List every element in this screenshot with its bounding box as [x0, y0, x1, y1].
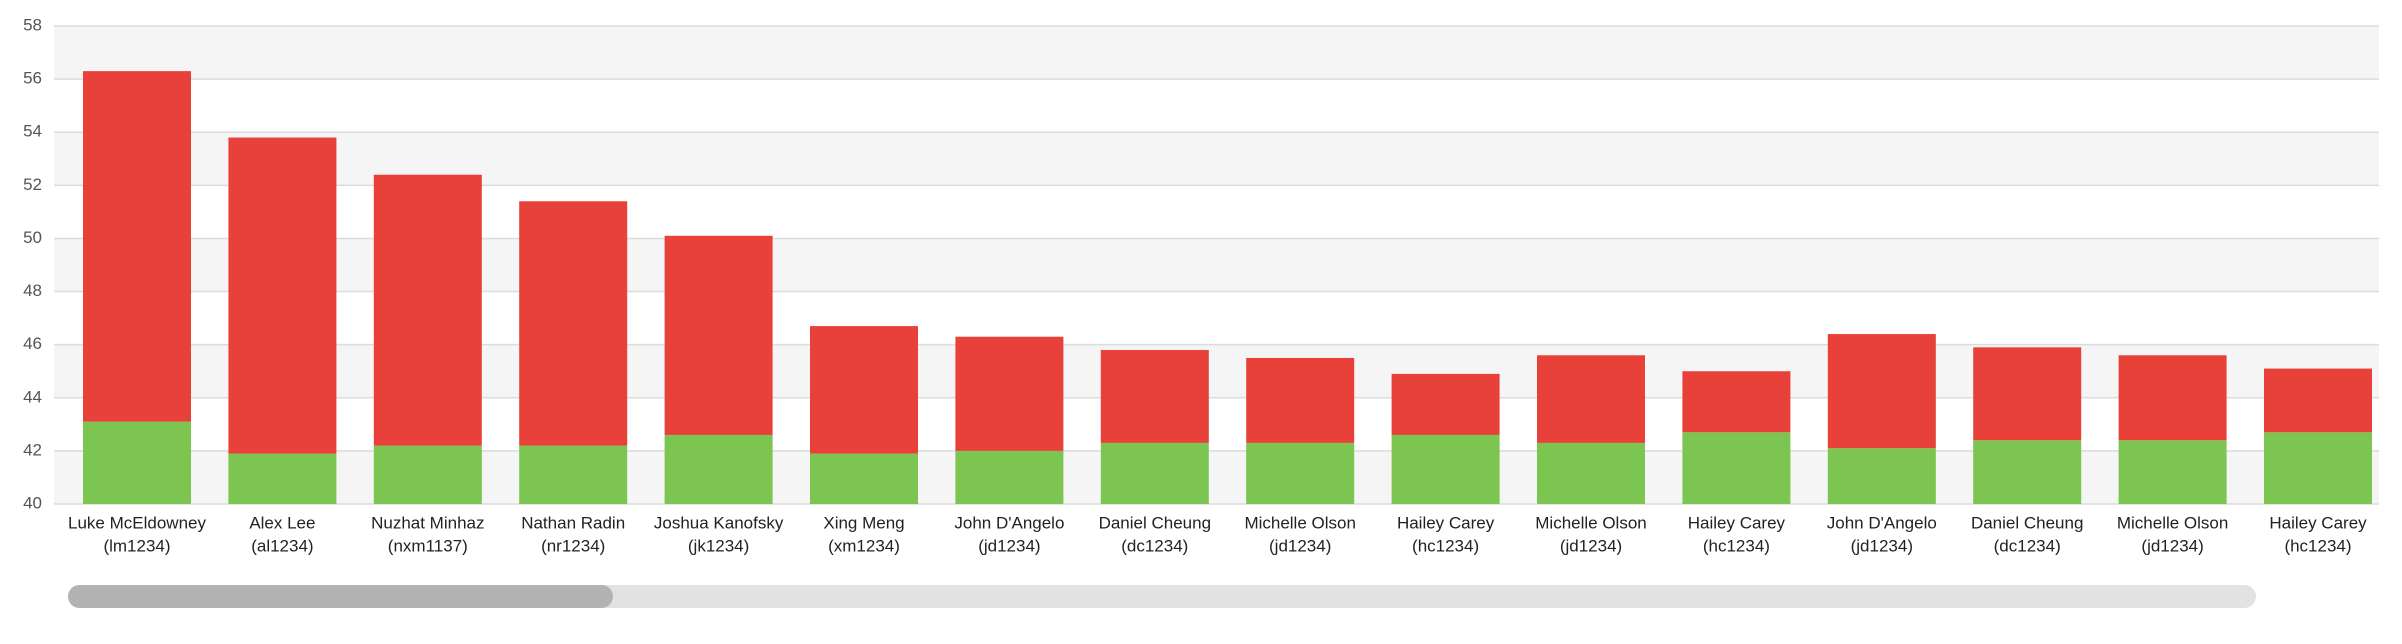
bar-segment [83, 71, 191, 422]
x-tick-label: (dc1234) [1994, 536, 2061, 555]
grid-band [54, 26, 2379, 80]
bar-segment [1391, 434, 1500, 504]
x-tick-label: Alex Lee [249, 513, 315, 532]
bar-segment [2118, 355, 2227, 441]
bar-segment [1100, 442, 1209, 504]
x-tick-label: Daniel Cheung [1971, 513, 2083, 532]
bar-segment [1827, 334, 1936, 449]
y-tick-label: 44 [23, 387, 42, 406]
x-tick-label: Michelle Olson [2117, 513, 2229, 532]
bar-segment [519, 201, 628, 446]
bar-segment [2264, 368, 2372, 433]
bar-segment [664, 235, 773, 435]
x-tick-label: (jd1234) [1269, 536, 1331, 555]
x-tick-label: (nr1234) [541, 536, 605, 555]
y-tick-label: 48 [23, 281, 42, 300]
x-tick-label: Michelle Olson [1535, 513, 1647, 532]
bar-segment [1682, 371, 1791, 433]
bar-segment [1391, 373, 1500, 435]
x-tick-label: (jk1234) [688, 536, 749, 555]
bar-segment [955, 336, 1064, 451]
bar-segment [1246, 442, 1355, 504]
y-tick-label: 52 [23, 175, 42, 194]
bar-segment [228, 453, 337, 504]
x-tick-label: John D'Angelo [954, 513, 1064, 532]
bar-segment [810, 453, 918, 504]
x-tick-label: Hailey Carey [1688, 513, 1786, 532]
x-tick-label: (hc1234) [1703, 536, 1770, 555]
bar-segment [1827, 448, 1936, 504]
x-tick-label: John D'Angelo [1827, 513, 1937, 532]
x-tick-label: (hc1234) [2284, 536, 2351, 555]
bar-segment [2118, 440, 2227, 504]
bar-segment [2264, 432, 2372, 504]
x-tick-label: (lm1234) [103, 536, 170, 555]
x-tick-label: (xm1234) [828, 536, 900, 555]
y-tick-label: 40 [23, 493, 42, 512]
x-tick-label: (hc1234) [1412, 536, 1479, 555]
bar-segment [373, 174, 482, 446]
x-tick-label: (jd1234) [978, 536, 1040, 555]
bar-segment [1537, 442, 1645, 504]
y-tick-label: 46 [23, 334, 42, 353]
x-tick-label: (jd1234) [1560, 536, 1622, 555]
x-tick-label: (jd1234) [2141, 536, 2203, 555]
x-tick-label: Michelle Olson [1244, 513, 1356, 532]
x-tick-label: Daniel Cheung [1099, 513, 1211, 532]
y-tick-label: 58 [23, 15, 42, 34]
x-tick-label: Hailey Carey [2269, 513, 2367, 532]
x-tick-label: Xing Meng [823, 513, 904, 532]
bar-segment [955, 450, 1064, 504]
x-tick-label: Joshua Kanofsky [654, 513, 784, 532]
bar-segment [1973, 347, 2082, 441]
bar-segment [373, 445, 482, 504]
bar-segment [83, 421, 191, 504]
bar-segment [1100, 349, 1209, 443]
bar-segment [1973, 440, 2082, 504]
scrollbar-track[interactable] [68, 585, 2256, 608]
bar-segment [1537, 355, 1645, 443]
x-tick-label: Nuzhat Minhaz [371, 513, 484, 532]
bar-segment [228, 137, 337, 454]
bar-segment [519, 445, 628, 504]
x-tick-label: Nathan Radin [521, 513, 625, 532]
y-tick-label: 54 [23, 122, 42, 141]
x-tick-label: (nxm1137) [388, 536, 468, 555]
x-tick-label: (al1234) [251, 536, 313, 555]
x-tick-label: Luke McEldowney [68, 513, 206, 532]
scrollbar-thumb[interactable] [68, 585, 613, 608]
x-tick-label: (jd1234) [1851, 536, 1913, 555]
bar-segment [810, 326, 918, 454]
x-tick-label: Hailey Carey [1397, 513, 1495, 532]
y-tick-label: 42 [23, 440, 42, 459]
y-tick-label: 50 [23, 228, 42, 247]
bar-segment [664, 434, 773, 504]
bar-segment [1246, 357, 1355, 443]
y-tick-label: 56 [23, 69, 42, 88]
bar-segment [1682, 432, 1791, 504]
x-tick-label: (dc1234) [1121, 536, 1188, 555]
